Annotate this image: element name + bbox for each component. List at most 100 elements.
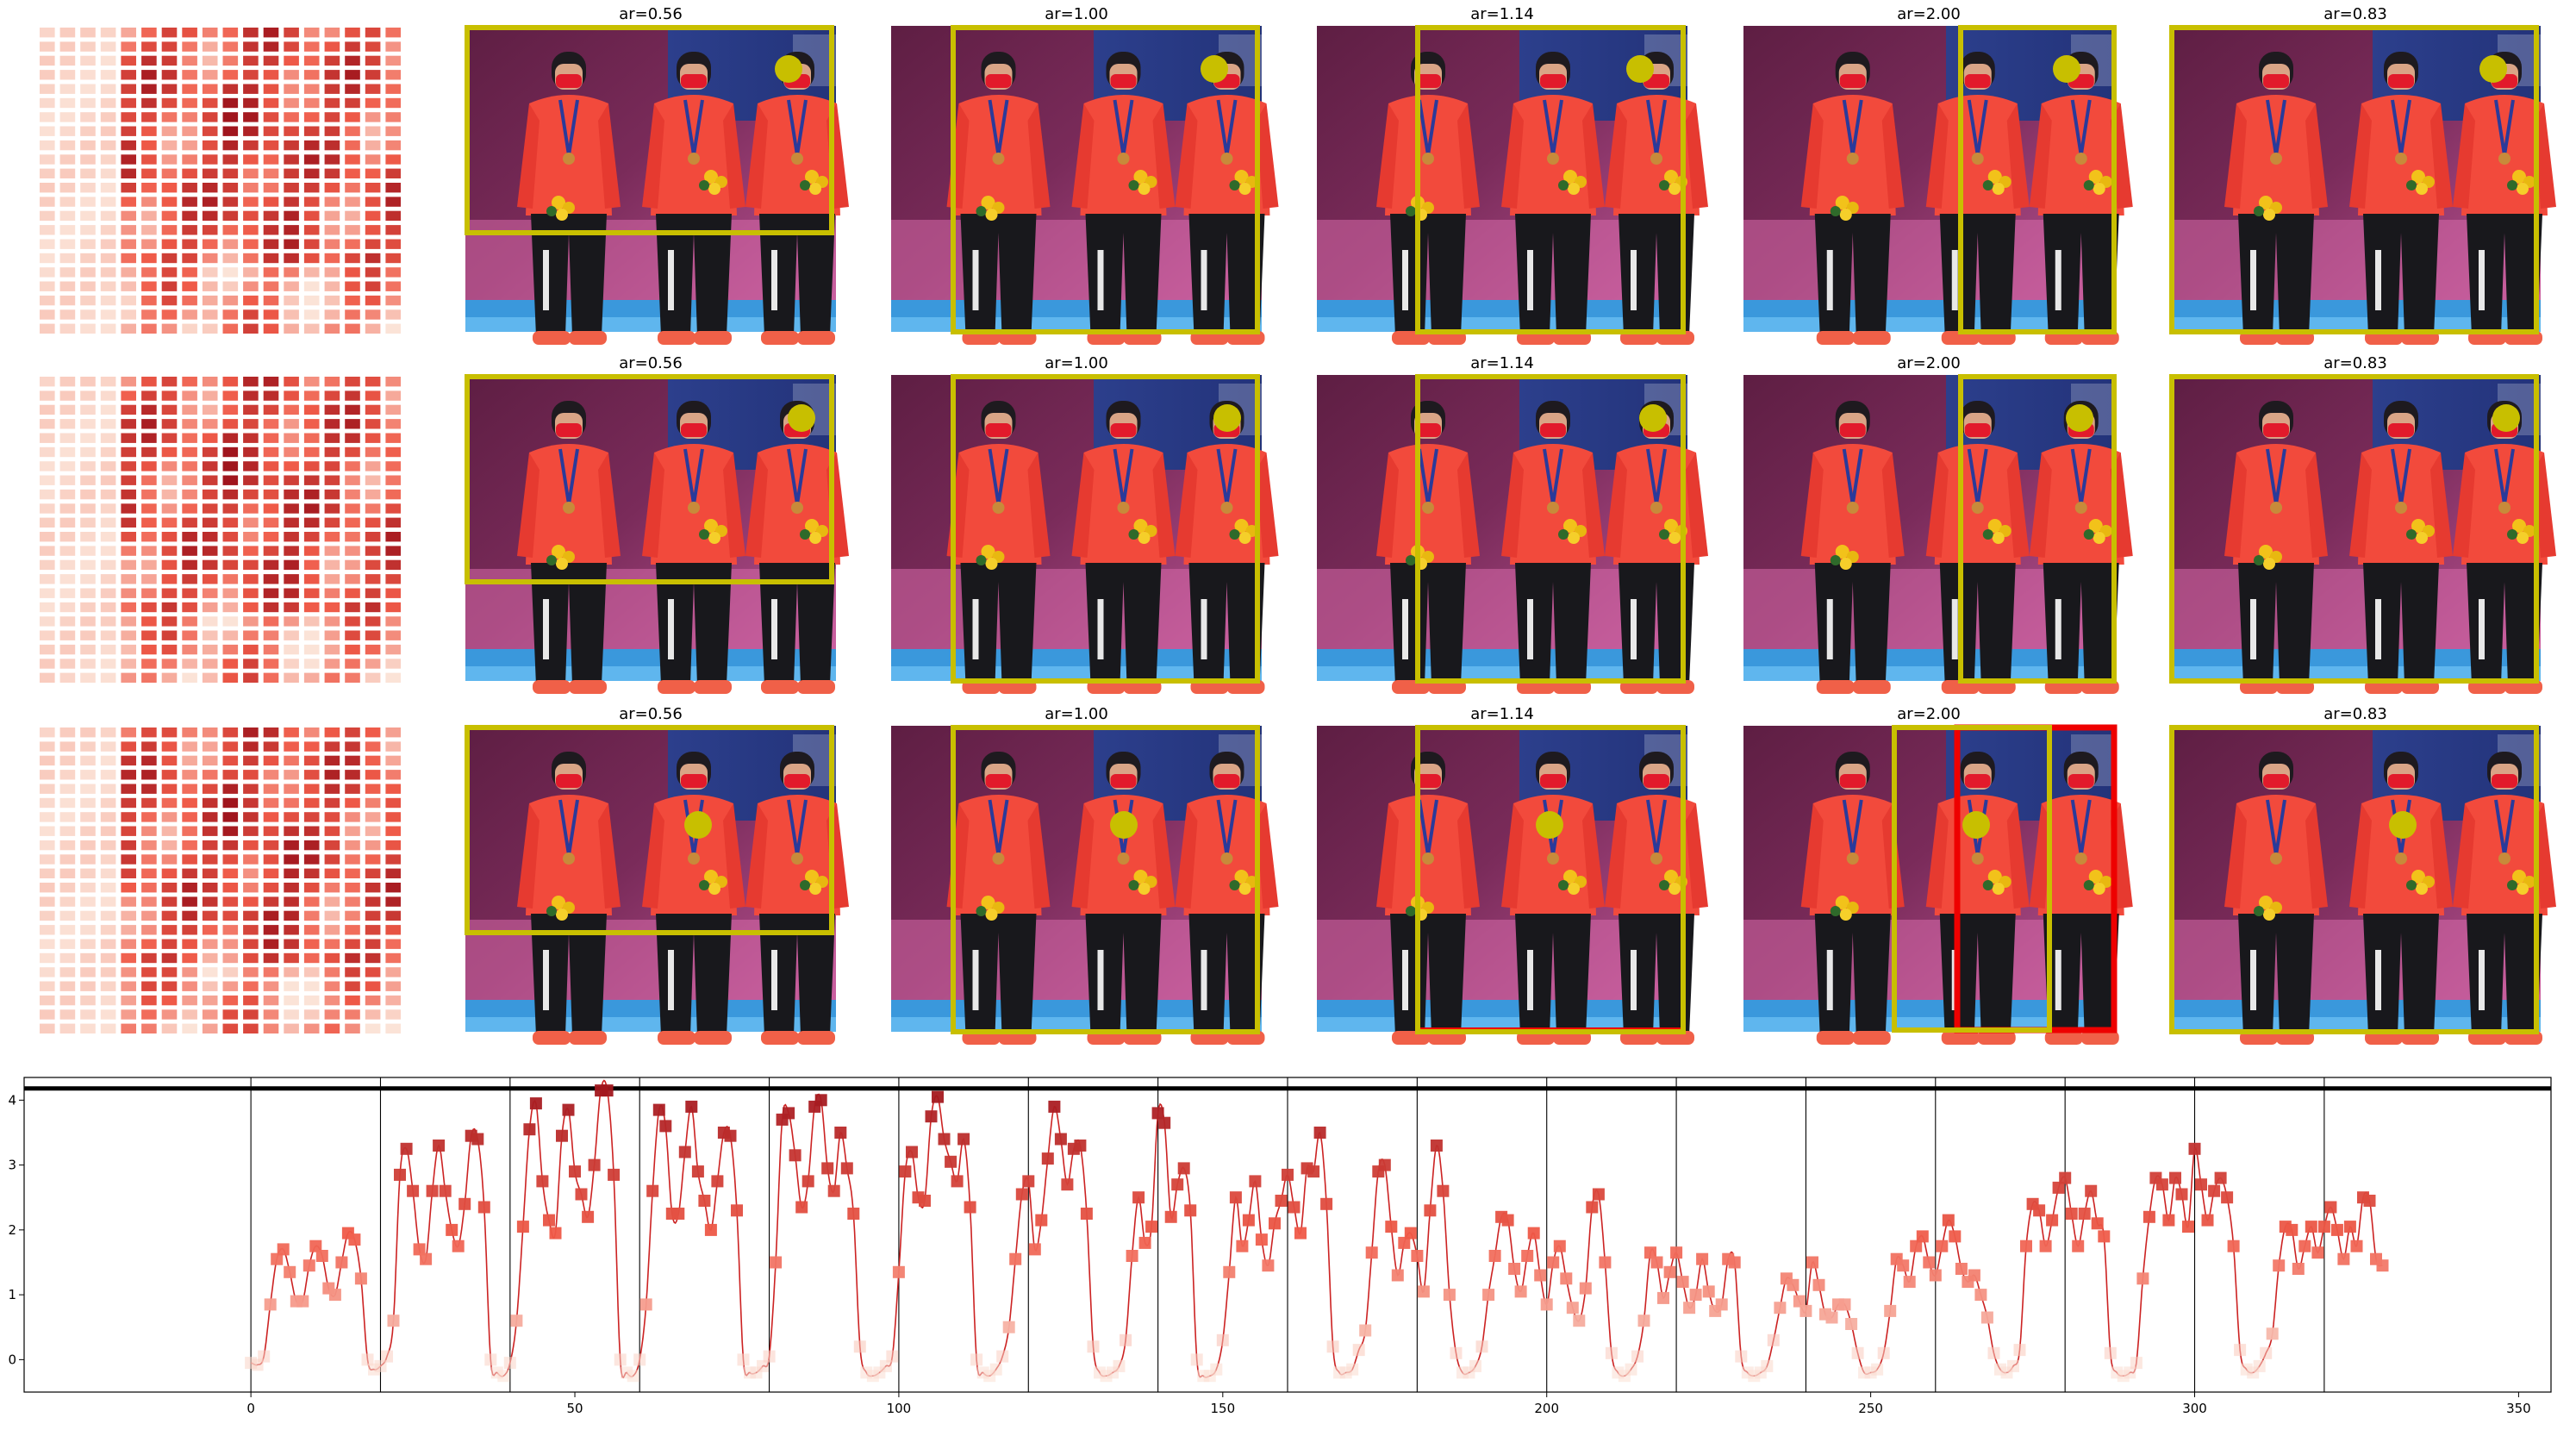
heatmap-cell xyxy=(222,461,239,471)
heatmap-cell xyxy=(284,602,299,613)
heatmap-cell xyxy=(222,489,239,500)
heatmap-cell xyxy=(202,517,218,528)
crop-box xyxy=(1958,25,2117,334)
data-point xyxy=(2234,1344,2247,1357)
heatmap-cell xyxy=(365,797,381,809)
heatmap-cell xyxy=(141,574,157,584)
heatmap-cell xyxy=(100,419,116,429)
data-point xyxy=(1683,1302,1696,1314)
heatmap-cell xyxy=(121,559,136,571)
heatmap-cell xyxy=(59,896,76,907)
heatmap-cell xyxy=(80,812,96,822)
heatmap-cell xyxy=(80,70,96,80)
heatmap-cell xyxy=(243,840,259,851)
heatmap-cell xyxy=(365,644,381,655)
heatmap-cell xyxy=(324,826,340,836)
data-point xyxy=(899,1165,912,1178)
heatmap-cell xyxy=(182,517,197,528)
heatmap-cell xyxy=(182,925,197,935)
heatmap-cell xyxy=(59,253,76,264)
data-point xyxy=(1974,1289,1987,1302)
heatmap-cell xyxy=(202,1023,218,1033)
heatmap-cell xyxy=(121,84,136,94)
data-point xyxy=(523,1123,536,1136)
heatmap-cell xyxy=(161,309,178,320)
heatmap-cell xyxy=(243,84,259,94)
heatmap-cell xyxy=(121,532,136,542)
heatmap-cell xyxy=(365,868,381,878)
heatmap-cell xyxy=(345,309,360,320)
heatmap-cell xyxy=(59,630,76,640)
heatmap-cell xyxy=(284,588,299,598)
heatmap-cell xyxy=(243,281,259,291)
heatmap-cell xyxy=(324,659,340,669)
heatmap-cell xyxy=(303,812,320,822)
data-point xyxy=(919,1195,931,1207)
heatmap-cell xyxy=(100,154,116,165)
heatmap-cell xyxy=(385,433,401,443)
heatmap-cell xyxy=(263,854,279,865)
heatmap-cell xyxy=(121,517,136,528)
heatmap-cell xyxy=(100,475,116,485)
data-point xyxy=(1910,1240,1923,1252)
data-point xyxy=(1787,1278,1799,1291)
heatmap-cell xyxy=(303,672,320,683)
heatmap-cell xyxy=(243,404,259,415)
data-point xyxy=(711,1175,724,1188)
data-point xyxy=(1041,1152,1054,1165)
heatmap-cell xyxy=(59,267,76,278)
data-point xyxy=(1294,1227,1307,1240)
data-point xyxy=(691,1165,704,1178)
data-point xyxy=(452,1240,465,1252)
heatmap-cell xyxy=(243,896,259,907)
heatmap-cell xyxy=(59,826,76,836)
heatmap-cell xyxy=(100,896,116,907)
heatmap-cell xyxy=(40,588,55,598)
heatmap-cell xyxy=(243,616,259,627)
heatmap-cell xyxy=(222,41,239,52)
heatmap-cell xyxy=(182,197,197,207)
data-point xyxy=(763,1350,776,1363)
heatmap-cell xyxy=(365,967,381,977)
heatmap-cell xyxy=(182,559,197,571)
heatmap-cell xyxy=(243,588,259,598)
heatmap-cell xyxy=(284,419,299,429)
data-point xyxy=(2059,1171,2072,1184)
heatmap-cell xyxy=(100,630,116,640)
heatmap-cell xyxy=(202,925,218,935)
heatmap-cell xyxy=(284,559,299,571)
heatmap-cell xyxy=(59,588,76,598)
heatmap-cell xyxy=(365,70,381,80)
heatmap-cell xyxy=(222,630,239,640)
heatmap-cell xyxy=(243,390,259,401)
heatmap-cell xyxy=(365,475,381,485)
data-point xyxy=(1625,1363,1637,1376)
data-point xyxy=(471,1133,484,1146)
heatmap-cell xyxy=(182,390,197,401)
heatmap-cell xyxy=(182,489,197,500)
heatmap-cell xyxy=(161,210,178,222)
heatmap-cell xyxy=(161,616,178,627)
heatmap-cell xyxy=(80,239,96,249)
heatmap-cell xyxy=(202,826,218,836)
heatmap-cell xyxy=(80,659,96,669)
heatmap-cell xyxy=(385,967,401,977)
heatmap-cell xyxy=(385,770,401,780)
heatmap-cell xyxy=(141,70,157,80)
heatmap-cell xyxy=(243,210,259,222)
heatmap-cell xyxy=(59,574,76,584)
heatmap-cell xyxy=(284,390,299,401)
data-point xyxy=(296,1295,309,1308)
heatmap-cell xyxy=(365,939,381,949)
heatmap-cell xyxy=(222,126,239,136)
heatmap-cell xyxy=(365,377,381,387)
heatmap-cell xyxy=(324,1023,340,1033)
heatmap-cell xyxy=(303,28,320,38)
heatmap-cell xyxy=(141,154,157,165)
heatmap-cell xyxy=(161,267,178,278)
heatmap-cell xyxy=(202,503,218,514)
heatmap-cell xyxy=(161,854,178,865)
heatmap-cell xyxy=(202,755,218,766)
heatmap-cell xyxy=(345,741,360,752)
